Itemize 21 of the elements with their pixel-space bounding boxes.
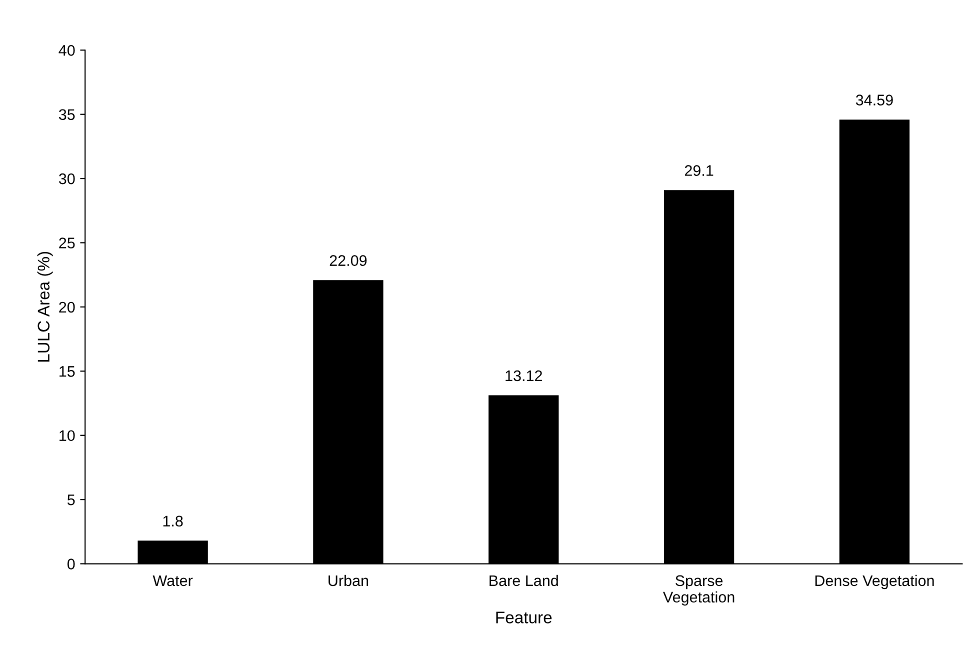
x-tick-label: Bare Land (490, 574, 558, 586)
data-label: 1.8 (163, 516, 183, 527)
data-label: 22.09 (330, 255, 367, 266)
y-tick-label: 15 (60, 366, 75, 377)
y-axis-title: LULC Area (%) (37, 252, 53, 362)
x-tick-label: Urban (328, 574, 368, 586)
x-axis-title: Feature (496, 612, 552, 624)
data-label: 29.1 (684, 165, 714, 176)
data-label: 34.59 (856, 94, 893, 106)
x-tick-label: Dense Vegetation (815, 574, 934, 590)
y-tick-label: 40 (58, 44, 75, 56)
y-tick-label: 20 (59, 302, 75, 313)
x-tick-label: Water (152, 575, 193, 586)
y-tick-label: 25 (59, 238, 75, 248)
y-tick-label: 10 (60, 430, 75, 442)
y-tick-label: 30 (58, 173, 75, 184)
data-label: 13.12 (506, 370, 542, 382)
y-tick-label: 35 (58, 109, 75, 120)
x-tick-label: Sparse Vegetation (663, 575, 734, 606)
y-tick-label: 5 (67, 494, 75, 506)
y-tick-label: 0 (67, 558, 75, 570)
